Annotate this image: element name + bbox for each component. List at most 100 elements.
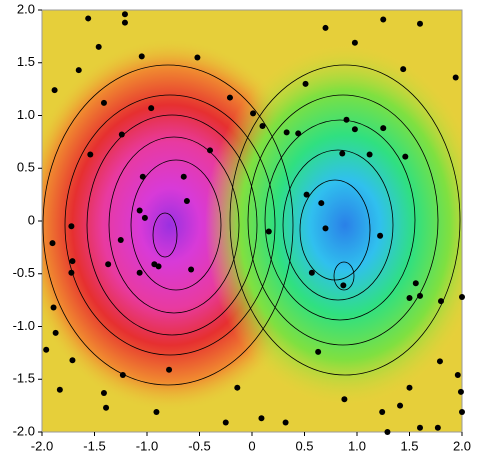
sample-point xyxy=(119,372,126,379)
sample-point xyxy=(155,263,162,270)
sample-point xyxy=(406,295,413,302)
sample-point xyxy=(438,298,444,305)
sample-point xyxy=(397,402,404,409)
sample-point xyxy=(121,11,128,18)
sample-point xyxy=(459,293,465,300)
sample-point xyxy=(417,20,423,27)
contour-line xyxy=(229,64,461,376)
sample-point xyxy=(384,429,391,435)
contour-line xyxy=(152,212,178,258)
y-tick-label: -2.0 xyxy=(13,423,35,438)
sample-point xyxy=(303,191,310,198)
sample-point xyxy=(136,269,143,276)
contour-line xyxy=(299,179,371,281)
sample-point xyxy=(68,269,75,276)
sample-point xyxy=(351,39,358,46)
sample-point xyxy=(194,54,201,61)
sample-point xyxy=(454,372,461,379)
sample-point xyxy=(95,43,102,50)
contour-line xyxy=(42,64,294,386)
sample-point xyxy=(141,214,148,221)
sample-point xyxy=(434,424,441,431)
sample-point xyxy=(234,384,241,391)
sample-point xyxy=(339,150,346,157)
sample-point xyxy=(459,408,465,415)
sample-point xyxy=(85,15,92,22)
sample-point xyxy=(282,419,289,426)
sample-point xyxy=(207,147,213,154)
sample-point xyxy=(377,232,384,239)
sample-point xyxy=(56,386,63,393)
sample-point xyxy=(222,419,229,426)
sample-point xyxy=(180,173,187,180)
sample-point xyxy=(43,346,50,353)
sample-point xyxy=(69,258,76,265)
x-tick-label: 2.0 xyxy=(453,438,471,453)
y-tick-label: 0 xyxy=(28,212,35,227)
sample-point xyxy=(341,396,348,403)
sample-point xyxy=(406,384,413,391)
sample-point xyxy=(340,282,347,289)
sample-point xyxy=(51,87,58,94)
sample-point xyxy=(380,16,387,23)
sample-point xyxy=(118,131,125,138)
x-tick-label: 0 xyxy=(248,438,255,453)
sample-point xyxy=(75,67,82,74)
y-tick-label: 1.0 xyxy=(17,107,35,122)
sample-point xyxy=(103,404,110,411)
sample-point xyxy=(50,304,57,311)
sample-point xyxy=(366,151,373,158)
x-tick-label: -0.5 xyxy=(188,438,210,453)
sample-point xyxy=(139,173,146,180)
contour-field xyxy=(42,10,462,432)
contour-line xyxy=(282,149,394,301)
sample-point xyxy=(68,223,75,230)
contour-line xyxy=(247,94,439,346)
sample-point xyxy=(436,358,443,365)
sample-point xyxy=(87,151,94,158)
contour-line xyxy=(86,114,258,336)
contour-line xyxy=(264,119,416,321)
sample-point xyxy=(52,329,59,336)
sample-point xyxy=(250,110,257,117)
sample-point xyxy=(379,408,386,415)
sample-point xyxy=(136,207,143,214)
x-tick-label: -2.0 xyxy=(31,438,53,453)
sample-point xyxy=(343,116,350,123)
y-tick-label: -1.5 xyxy=(13,371,35,386)
sample-point xyxy=(322,225,329,232)
sample-point xyxy=(166,366,173,373)
sample-point xyxy=(308,269,315,276)
sample-point xyxy=(400,66,407,73)
y-tick-label: -0.5 xyxy=(13,265,35,280)
sample-point xyxy=(265,228,272,235)
x-tick-label: 1.0 xyxy=(348,438,366,453)
sample-point xyxy=(117,236,124,243)
sample-point xyxy=(452,74,459,81)
sample-point xyxy=(315,348,322,355)
sample-point xyxy=(121,19,128,26)
sample-point xyxy=(259,123,266,130)
y-tick-label: 0.5 xyxy=(17,160,35,175)
sample-point xyxy=(188,266,195,273)
sample-point xyxy=(283,129,290,136)
sample-point xyxy=(153,408,160,415)
sample-point xyxy=(402,153,409,160)
contour-fill xyxy=(205,45,462,405)
sample-point xyxy=(49,240,56,247)
contour-line xyxy=(333,261,355,291)
sample-point xyxy=(100,99,107,106)
x-tick-label: 1.5 xyxy=(400,438,418,453)
contour-line xyxy=(130,159,222,291)
sample-point xyxy=(380,125,387,132)
y-tick-label: 1.5 xyxy=(17,54,35,69)
sample-point xyxy=(138,53,145,60)
sample-point xyxy=(183,197,190,204)
y-tick-label: 2.0 xyxy=(17,1,35,16)
sample-point xyxy=(318,200,325,207)
sample-point xyxy=(417,424,423,431)
sample-point xyxy=(100,389,107,396)
sample-point xyxy=(351,126,358,133)
sample-point xyxy=(457,388,464,395)
